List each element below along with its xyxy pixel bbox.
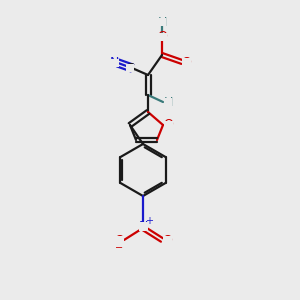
Bar <box>158 33 166 41</box>
Text: O: O <box>163 118 173 131</box>
Bar <box>158 18 166 26</box>
Bar <box>110 59 118 67</box>
Text: C: C <box>126 61 134 74</box>
Bar <box>164 98 172 106</box>
Text: O: O <box>157 31 167 44</box>
Bar <box>182 58 190 66</box>
Bar <box>163 236 172 244</box>
Bar <box>126 64 134 72</box>
Text: H: H <box>157 16 167 28</box>
Text: −: − <box>115 243 123 253</box>
Text: H: H <box>163 95 173 109</box>
Text: N: N <box>138 220 148 232</box>
Bar <box>164 121 172 129</box>
Bar <box>115 236 124 244</box>
Text: +: + <box>145 216 153 226</box>
Text: N: N <box>109 56 119 70</box>
Text: O: O <box>114 233 124 247</box>
Bar <box>139 221 148 230</box>
Text: O: O <box>162 233 172 247</box>
Text: O: O <box>181 56 191 68</box>
